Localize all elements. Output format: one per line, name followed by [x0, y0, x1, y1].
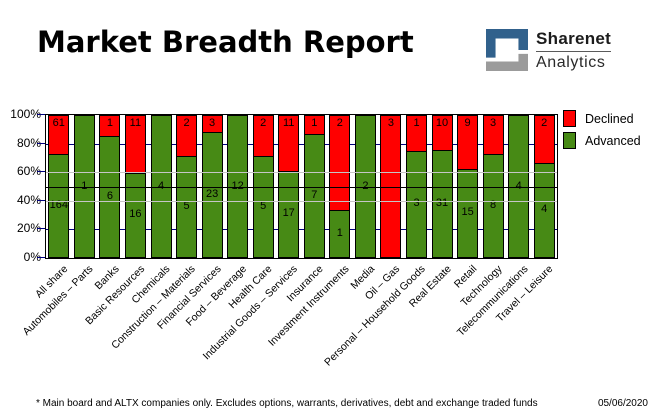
- bar-segment-advanced: [253, 156, 273, 257]
- logo-brand-name: Sharenet: [536, 29, 612, 52]
- bar-segment-declined: [202, 116, 222, 132]
- sharenet-analytics-logo: Sharenet Analytics: [486, 29, 612, 72]
- bar-segment-advanced: [202, 132, 222, 257]
- y-axis-tick: [37, 228, 45, 230]
- bar-value-declined: 1: [413, 117, 420, 129]
- bar-value-advanced: 5: [260, 199, 267, 212]
- bar-value-declined: 2: [336, 117, 343, 129]
- advanced-color-swatch: [563, 132, 576, 149]
- bar-segment-advanced: [330, 210, 350, 257]
- y-axis-tick: [37, 199, 45, 201]
- bar-value-advanced: 4: [157, 179, 165, 192]
- sharenet-logo-icon: [486, 29, 528, 71]
- bar-value-declined: 1: [106, 117, 113, 129]
- bar-value-advanced: 23: [205, 187, 219, 200]
- grid-line-gray: [46, 200, 557, 202]
- y-axis-label: 0%: [23, 250, 41, 264]
- bar-segment-declined: [483, 116, 503, 154]
- bar-segment-declined: [330, 116, 350, 210]
- bar-value-advanced: 31: [435, 196, 449, 209]
- bar-value-advanced: 12: [231, 179, 244, 192]
- bar-value-advanced: 4: [515, 179, 522, 192]
- bar-segment-declined: [304, 116, 324, 134]
- logo-brand-sub: Analytics: [536, 54, 606, 71]
- bar-segment-advanced: [483, 154, 503, 257]
- bar-value-declined: 3: [387, 117, 394, 129]
- bar-segment-declined: [432, 116, 452, 150]
- bar-segment-advanced: [458, 169, 478, 257]
- chart-legend: Declined Advanced: [563, 110, 641, 154]
- chart-plot-area: 61 164 1 1 6 11 16 4 2 5 3 23 12 2 5 11 17 1 7 2 1 2 3 1 3 10 31 9 1…: [45, 114, 558, 259]
- report-date: 05/06/2020: [597, 398, 648, 409]
- bar-segment-declined: [177, 116, 196, 156]
- bar-value-declined: 61: [52, 117, 65, 129]
- bar-value-declined: 3: [209, 117, 216, 129]
- bar-value-declined: 11: [282, 117, 295, 129]
- legend-label-advanced: Advanced: [585, 133, 641, 148]
- bar-value-advanced: 4: [541, 203, 548, 215]
- bar-segment-declined: [407, 116, 426, 151]
- grid-line-navy: [46, 229, 557, 231]
- bar-segment-advanced: [49, 154, 69, 257]
- legend-label-declined: Declined: [585, 111, 634, 126]
- bar-segment-declined: [100, 116, 120, 136]
- y-axis-label: 60%: [16, 164, 41, 179]
- bar-value-advanced: 6: [106, 189, 113, 202]
- bar-segment-declined: [125, 116, 145, 173]
- bar-segment-advanced: [304, 134, 324, 257]
- bar-value-declined: 3: [490, 117, 497, 129]
- bar-value-declined: 2: [183, 117, 190, 129]
- legend-item-declined: Declined: [563, 110, 641, 127]
- bar-segment-advanced: [407, 151, 426, 257]
- bar-segment-declined: [534, 116, 554, 163]
- bar-value-advanced: 17: [282, 207, 295, 219]
- y-axis-label: 100%: [10, 107, 41, 121]
- bar-segment-declined: [49, 116, 69, 154]
- bar-value-advanced: 7: [311, 188, 318, 201]
- bar-segment-advanced: [279, 171, 299, 257]
- bar-value-declined: 1: [311, 117, 318, 129]
- bar-value-advanced: 5: [183, 199, 190, 212]
- declined-color-swatch: [563, 110, 576, 127]
- y-axis-label: 40%: [16, 192, 41, 207]
- bar-value-declined: 10: [435, 117, 449, 129]
- logo-text: Sharenet Analytics: [536, 29, 612, 72]
- bar-value-advanced: 15: [461, 206, 474, 218]
- bar-value-advanced: 2: [362, 179, 369, 192]
- bar-basic-resources: 11 16: [124, 115, 146, 258]
- bar-value-declined: 11: [129, 117, 142, 129]
- y-axis-tick: [37, 257, 45, 258]
- y-axis-tick: [37, 142, 45, 144]
- midline-50pct: [46, 186, 557, 188]
- bar-segment-advanced: [125, 173, 145, 257]
- y-axis-tick: [37, 171, 45, 173]
- y-axis-tick: [37, 114, 45, 115]
- bar-value-advanced: 3: [413, 197, 420, 209]
- bar-value-declined: 2: [541, 117, 548, 129]
- bar-value-declined: 2: [260, 117, 267, 129]
- bar-value-advanced: 8: [490, 198, 497, 211]
- y-axis-label: 20%: [16, 221, 41, 236]
- bar-segment-advanced: [432, 150, 452, 257]
- bar-value-advanced: 1: [336, 226, 343, 239]
- bar-segment-advanced: [100, 136, 120, 257]
- footnote-text: * Main board and ALTX companies only. Ex…: [36, 398, 538, 409]
- bar-segment-advanced: [177, 156, 196, 257]
- bar-segment-declined: [279, 116, 299, 171]
- bar-segment-declined: [253, 116, 273, 156]
- bar-segment-declined: [458, 116, 478, 169]
- page-title: Market Breadth Report: [37, 25, 414, 59]
- bar-value-declined: 9: [464, 117, 471, 129]
- y-axis-label: 80%: [16, 135, 41, 150]
- grid-line-gray: [46, 172, 557, 174]
- bar-value-advanced: 1: [81, 179, 88, 192]
- grid-line-navy: [46, 143, 557, 145]
- legend-item-advanced: Advanced: [563, 132, 641, 149]
- bar-value-advanced: 16: [129, 208, 142, 220]
